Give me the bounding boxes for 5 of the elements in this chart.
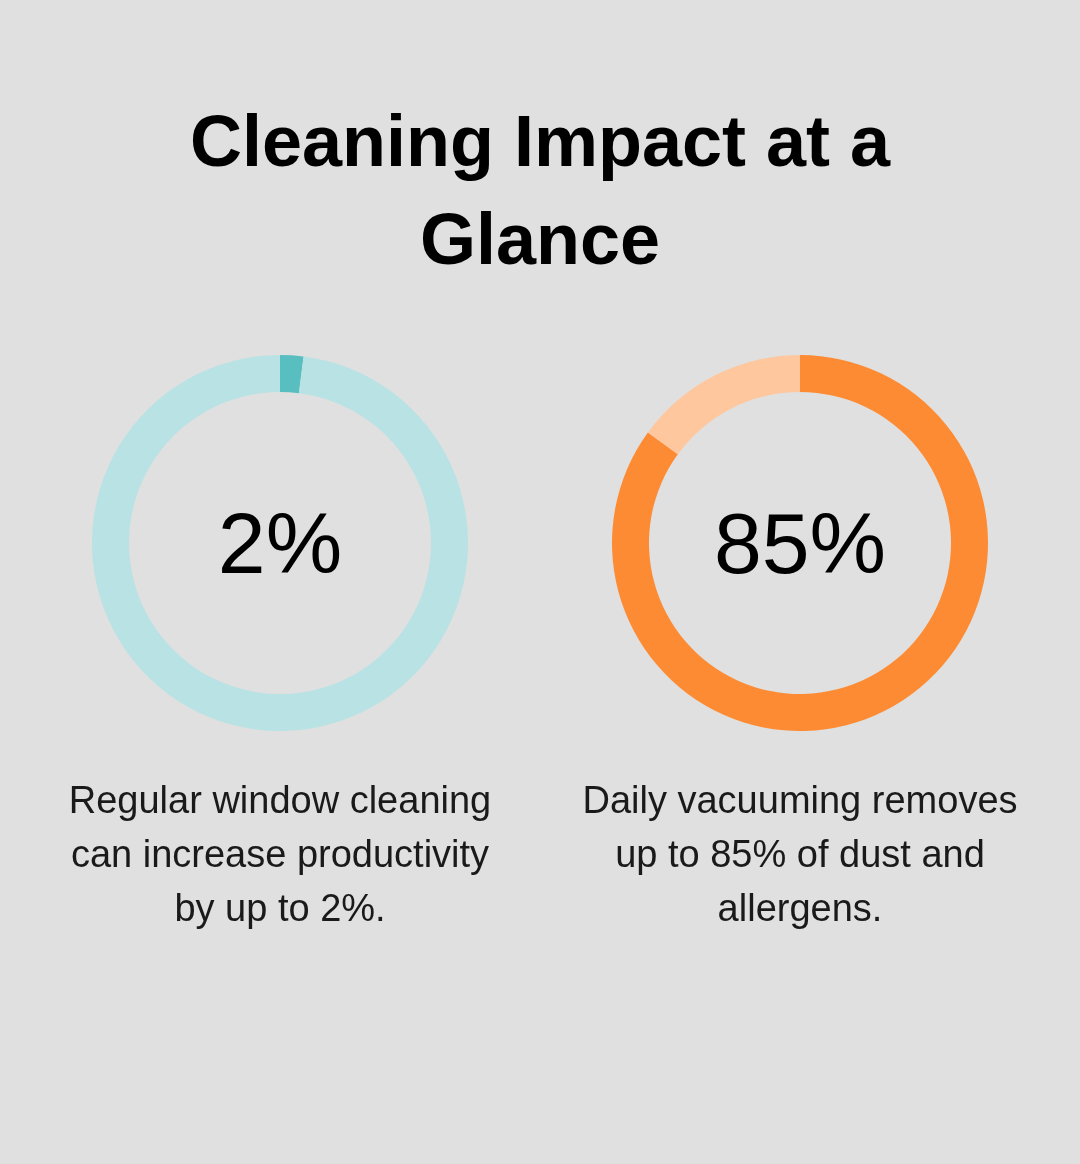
data-label: 85% <box>713 495 887 591</box>
data-label: 2% <box>217 495 343 591</box>
chart-title: Cleaning Impact at a Glance <box>188 100 892 281</box>
text: Daily vacuuming removes up to 85% of dust and allergens. <box>581 778 1019 931</box>
text: Regular window cleaning can increase productivity by up to 2%. <box>67 778 493 931</box>
